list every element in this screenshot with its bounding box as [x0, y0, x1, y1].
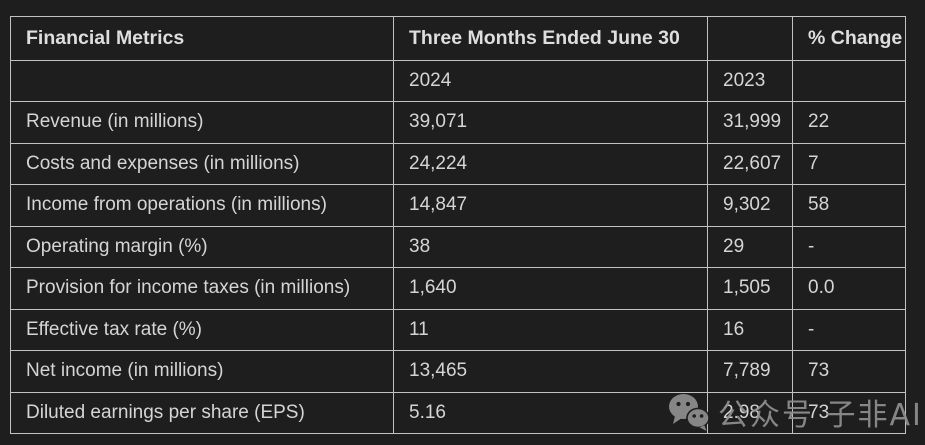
metric-label: Costs and expenses (in millions) [10, 142, 394, 185]
value-2024: 39,071 [393, 101, 708, 144]
table-row-costs: Costs and expenses (in millions) 24,224 … [10, 142, 906, 185]
value-2023: 9,302 [707, 184, 793, 227]
metric-label: Income from operations (in millions) [10, 184, 394, 227]
value-2023: 1,505 [707, 267, 793, 310]
metric-label: Effective tax rate (%) [10, 308, 394, 351]
metric-label: Net income (in millions) [10, 350, 394, 393]
value-change: 58 [792, 184, 906, 227]
metric-label: Diluted earnings per share (EPS) [10, 391, 394, 434]
value-2023: 16 [707, 308, 793, 351]
table-row-diluted-eps: Diluted earnings per share (EPS) 5.16 2.… [10, 391, 906, 434]
metric-label: Provision for income taxes (in millions) [10, 267, 394, 310]
value-2024: 11 [393, 308, 708, 351]
table-row-provision-taxes: Provision for income taxes (in millions)… [10, 267, 906, 310]
table-row-income-operations: Income from operations (in millions) 14,… [10, 184, 906, 227]
value-2024: 5.16 [393, 391, 708, 434]
value-change: 0.0 [792, 267, 906, 310]
header-spacer [707, 16, 793, 61]
value-change: 22 [792, 101, 906, 144]
value-2024: 14,847 [393, 184, 708, 227]
value-2023: 29 [707, 225, 793, 268]
table-header-row: Financial Metrics Three Months Ended Jun… [10, 16, 906, 61]
value-change: - [792, 308, 906, 351]
year-row-empty [10, 60, 394, 102]
value-2023: 31,999 [707, 101, 793, 144]
header-financial-metrics: Financial Metrics [10, 16, 394, 61]
table-year-row: 2024 2023 [10, 60, 906, 102]
year-2023-label: 2023 [707, 60, 793, 102]
header-period: Three Months Ended June 30 [393, 16, 708, 61]
value-2024: 13,465 [393, 350, 708, 393]
year-row-empty-change [792, 60, 906, 102]
value-2023: 22,607 [707, 142, 793, 185]
metric-label: Revenue (in millions) [10, 101, 394, 144]
value-change: 7 [792, 142, 906, 185]
value-change: 73 [792, 391, 906, 434]
value-2023: 7,789 [707, 350, 793, 393]
value-2024: 38 [393, 225, 708, 268]
value-2024: 1,640 [393, 267, 708, 310]
value-2023: 2.98 [707, 391, 793, 434]
value-change: 73 [792, 350, 906, 393]
table-row-effective-tax-rate: Effective tax rate (%) 11 16 - [10, 308, 906, 351]
value-change: - [792, 225, 906, 268]
table-row-revenue: Revenue (in millions) 39,071 31,999 22 [10, 101, 906, 144]
value-2024: 24,224 [393, 142, 708, 185]
year-2024-label: 2024 [393, 60, 708, 102]
table-row-net-income: Net income (in millions) 13,465 7,789 73 [10, 350, 906, 393]
table-row-operating-margin: Operating margin (%) 38 29 - [10, 225, 906, 268]
header-percent-change: % Change [792, 16, 906, 61]
metric-label: Operating margin (%) [10, 225, 394, 268]
financial-metrics-table: Financial Metrics Three Months Ended Jun… [10, 16, 906, 434]
